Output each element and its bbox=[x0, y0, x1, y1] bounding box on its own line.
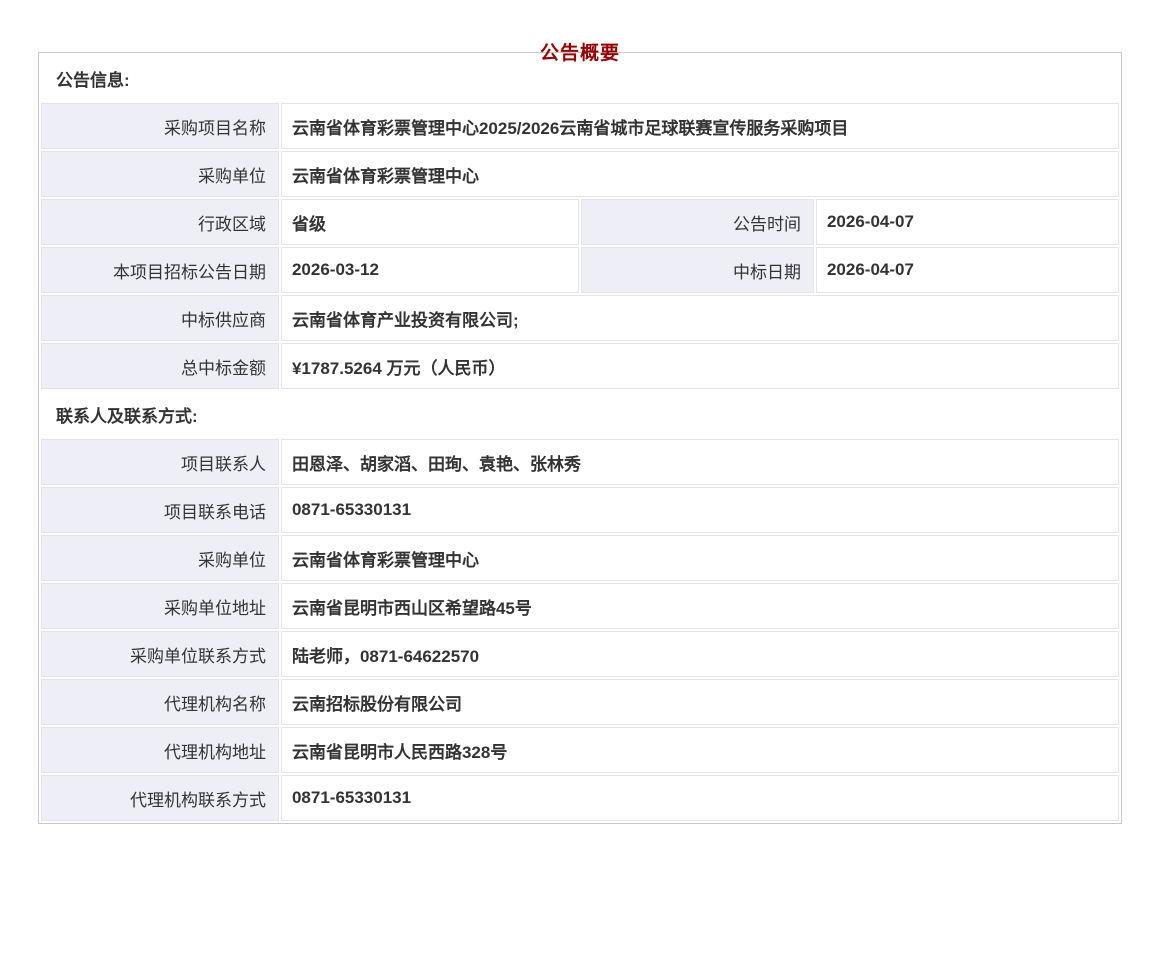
field-value: ¥1787.5264 万元（人民币） bbox=[280, 343, 1120, 389]
table-row: 项目联系人 田恩泽、胡家滔、田珣、袁艳、张林秀 bbox=[40, 439, 1120, 485]
table-row: 本项目招标公告日期 2026-03-12 中标日期 2026-04-07 bbox=[40, 247, 1120, 293]
table-row: 采购项目名称 云南省体育彩票管理中心2025/2026云南省城市足球联赛宣传服务… bbox=[40, 103, 1120, 149]
field-value: 田恩泽、胡家滔、田珣、袁艳、张林秀 bbox=[280, 439, 1120, 485]
field-value: 云南招标股份有限公司 bbox=[280, 679, 1120, 725]
field-value: 云南省体育彩票管理中心 bbox=[280, 151, 1120, 197]
table-row: 项目联系电话 0871-65330131 bbox=[40, 487, 1120, 533]
table-row: 代理机构名称 云南招标股份有限公司 bbox=[40, 679, 1120, 725]
field-value: 0871-65330131 bbox=[280, 775, 1120, 821]
field-label: 行政区域 bbox=[40, 199, 279, 245]
section-header: 公告信息: bbox=[40, 55, 1120, 101]
table-row: 代理机构联系方式 0871-65330131 bbox=[40, 775, 1120, 821]
field-value: 云南省昆明市西山区希望路45号 bbox=[280, 583, 1120, 629]
field-label: 采购单位地址 bbox=[40, 583, 279, 629]
field-label: 项目联系人 bbox=[40, 439, 279, 485]
field-label: 本项目招标公告日期 bbox=[40, 247, 279, 293]
table-row: 采购单位联系方式 陆老师，0871-64622570 bbox=[40, 631, 1120, 677]
field-value: 云南省体育彩票管理中心 bbox=[280, 535, 1120, 581]
announcement-summary-table: 公告信息: 采购项目名称 云南省体育彩票管理中心2025/2026云南省城市足球… bbox=[37, 52, 1123, 824]
field-label: 采购单位 bbox=[40, 535, 279, 581]
field-label: 采购项目名称 bbox=[40, 103, 279, 149]
table-row: 采购单位地址 云南省昆明市西山区希望路45号 bbox=[40, 583, 1120, 629]
field-value: 云南省体育产业投资有限公司; bbox=[280, 295, 1120, 341]
field-label: 公告时间 bbox=[580, 199, 814, 245]
field-label: 中标日期 bbox=[580, 247, 814, 293]
field-value: 省级 bbox=[280, 199, 579, 245]
field-value: 云南省体育彩票管理中心2025/2026云南省城市足球联赛宣传服务采购项目 bbox=[280, 103, 1120, 149]
table-row: 采购单位 云南省体育彩票管理中心 bbox=[40, 535, 1120, 581]
field-value: 2026-04-07 bbox=[815, 199, 1120, 245]
section-contact-info: 联系人及联系方式: bbox=[40, 391, 1120, 437]
field-label: 代理机构名称 bbox=[40, 679, 279, 725]
field-label: 中标供应商 bbox=[40, 295, 279, 341]
field-label: 采购单位联系方式 bbox=[40, 631, 279, 677]
field-label: 总中标金额 bbox=[40, 343, 279, 389]
table-row: 行政区域 省级 公告时间 2026-04-07 bbox=[40, 199, 1120, 245]
field-label: 项目联系电话 bbox=[40, 487, 279, 533]
table-row: 中标供应商 云南省体育产业投资有限公司; bbox=[40, 295, 1120, 341]
field-value: 0871-65330131 bbox=[280, 487, 1120, 533]
table-row: 采购单位 云南省体育彩票管理中心 bbox=[40, 151, 1120, 197]
table-row: 代理机构地址 云南省昆明市人民西路328号 bbox=[40, 727, 1120, 773]
field-value: 2026-04-07 bbox=[815, 247, 1120, 293]
field-value: 云南省昆明市人民西路328号 bbox=[280, 727, 1120, 773]
field-label: 代理机构地址 bbox=[40, 727, 279, 773]
table-row: 总中标金额 ¥1787.5264 万元（人民币） bbox=[40, 343, 1120, 389]
field-value: 陆老师，0871-64622570 bbox=[280, 631, 1120, 677]
section-header: 联系人及联系方式: bbox=[40, 391, 1120, 437]
field-value: 2026-03-12 bbox=[280, 247, 579, 293]
field-label: 采购单位 bbox=[40, 151, 279, 197]
section-announcement-info: 公告信息: bbox=[40, 55, 1120, 101]
field-label: 代理机构联系方式 bbox=[40, 775, 279, 821]
page-title: 公告概要 bbox=[539, 43, 620, 64]
